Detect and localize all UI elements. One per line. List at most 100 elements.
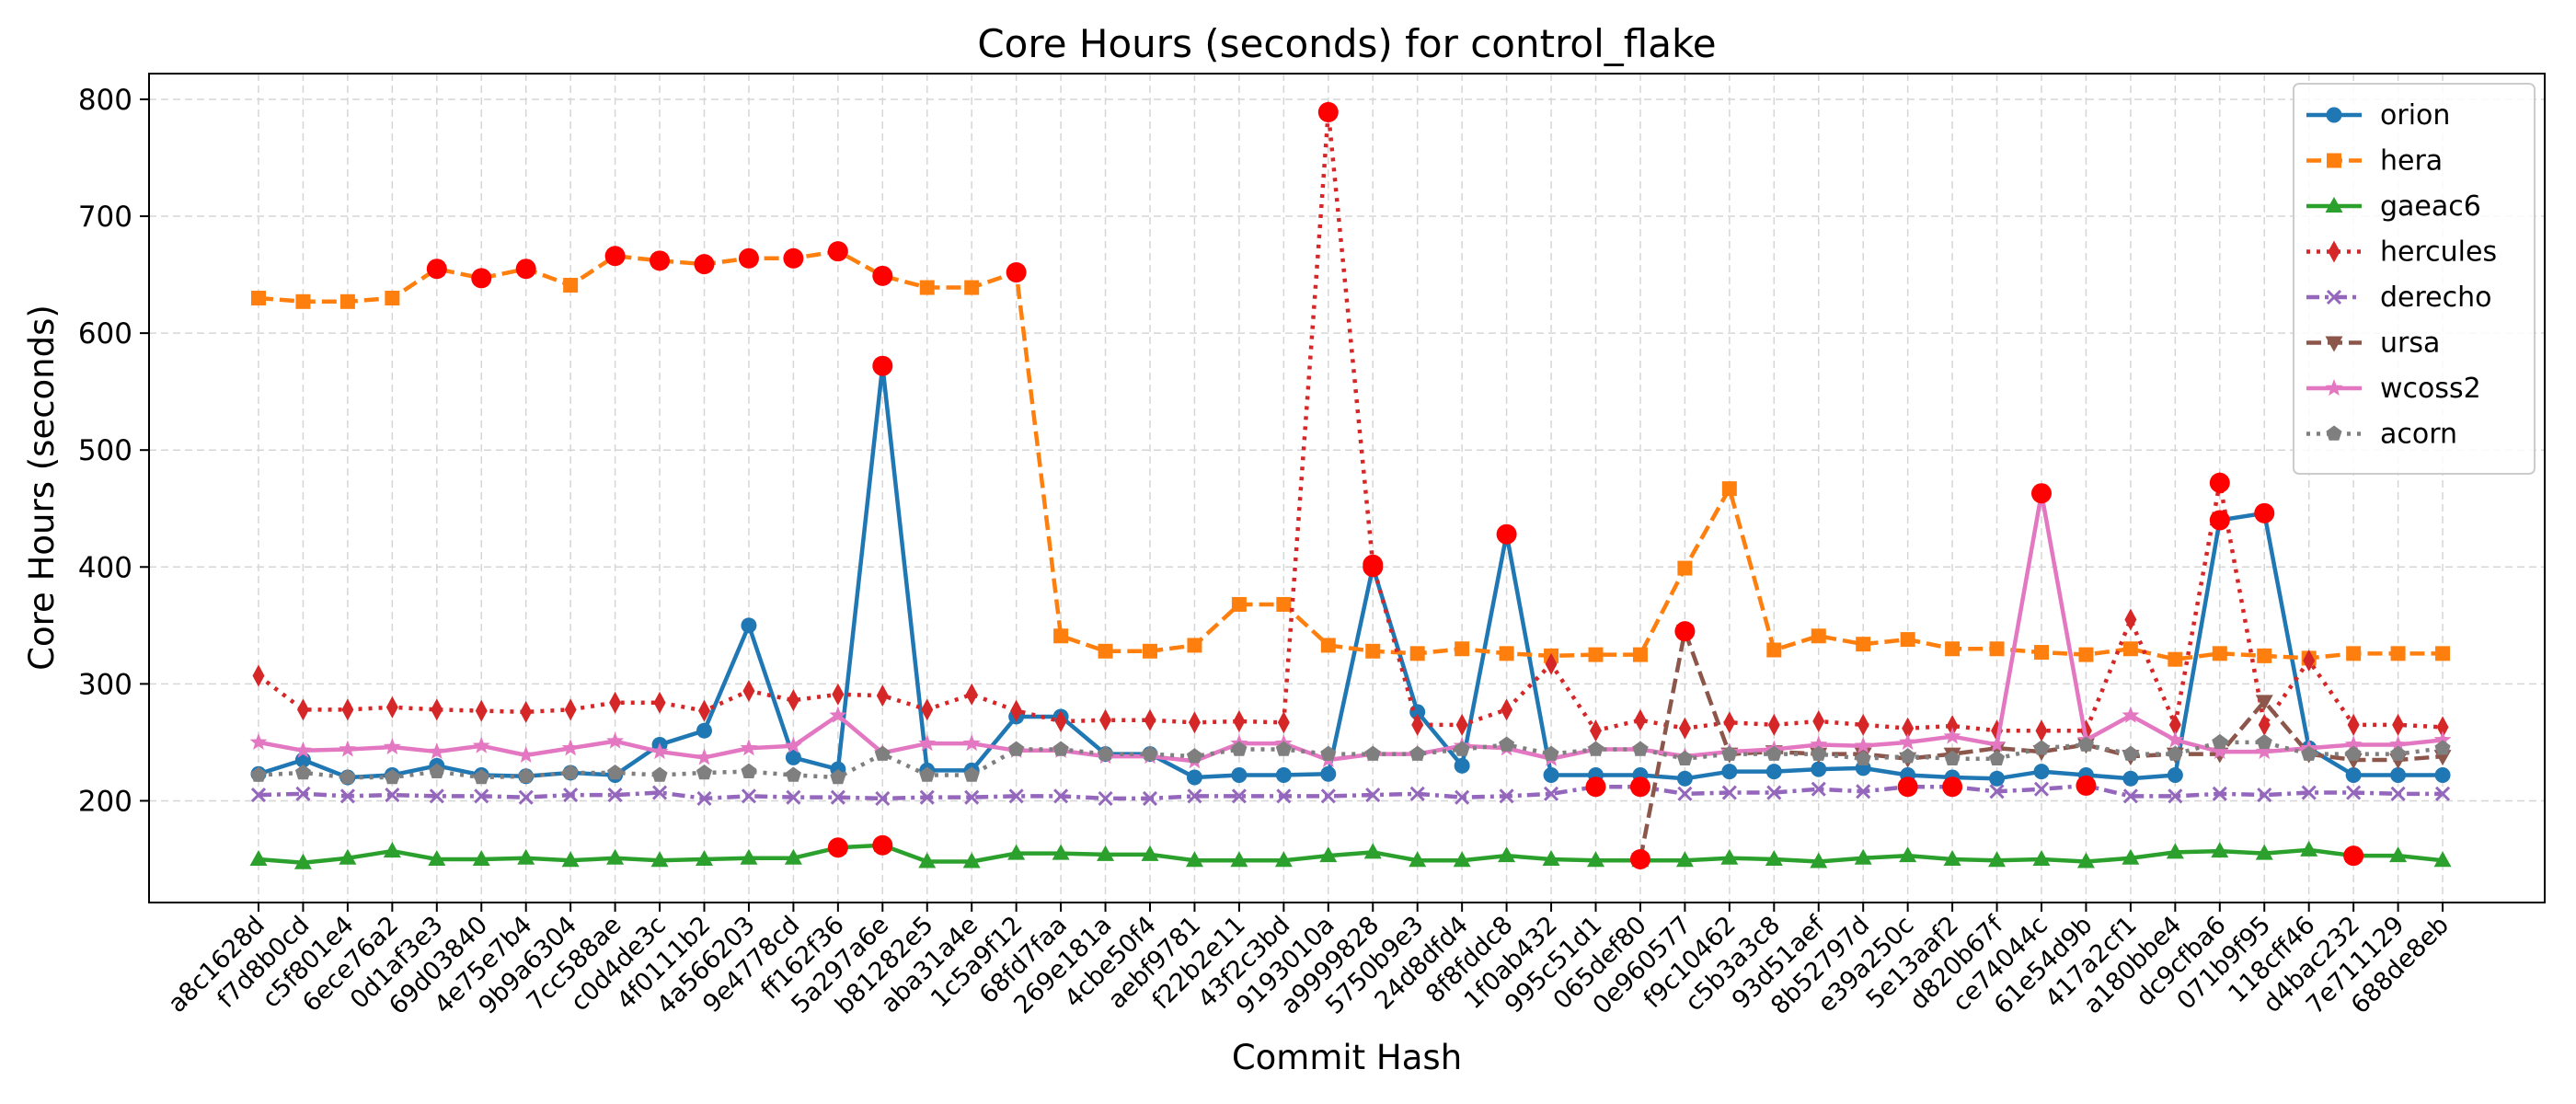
data-point-acorn xyxy=(1855,750,1871,765)
data-point-acorn xyxy=(384,769,400,785)
outlier-point-hera xyxy=(1006,262,1027,283)
outlier-point-hera xyxy=(783,247,804,269)
data-point-hercules xyxy=(2168,713,2181,736)
data-point-derecho xyxy=(919,789,935,805)
legend-item-wcoss2: wcoss2 xyxy=(2306,373,2481,405)
data-point-hera xyxy=(2346,646,2362,661)
data-point-gaeac6 xyxy=(1943,849,1961,866)
y-axis-label: Core Hours (seconds) xyxy=(22,305,62,671)
data-point-orion xyxy=(696,722,712,739)
outlier-point-hera xyxy=(738,247,759,269)
data-point-orion xyxy=(1454,757,1470,774)
data-point-hera xyxy=(1811,628,1826,644)
data-point-acorn xyxy=(1097,745,1114,761)
series-line-acorn xyxy=(258,740,2444,780)
data-point-acorn xyxy=(607,764,624,780)
outlier-markers xyxy=(426,101,2364,869)
data-point-wcoss2 xyxy=(2433,730,2452,748)
data-point-derecho xyxy=(2257,788,2272,803)
data-point-acorn xyxy=(1454,741,1470,756)
data-point-acorn xyxy=(919,766,936,782)
legend-label-derecho: derecho xyxy=(2380,282,2492,314)
data-point-hera xyxy=(1187,638,1202,653)
data-point-orion xyxy=(1989,770,2006,787)
y-tick-label: 300 xyxy=(78,668,132,701)
data-point-hera xyxy=(1856,637,1871,652)
data-point-hercules xyxy=(1678,717,1691,740)
outlier-point-gaeac6 xyxy=(2343,845,2364,867)
data-point-gaeac6 xyxy=(517,848,535,865)
y-axis: 200 300 400 500 600 700 800 xyxy=(78,84,149,818)
data-point-gaeac6 xyxy=(561,851,580,868)
data-point-gaeac6 xyxy=(383,842,401,858)
data-point-gaeac6 xyxy=(1097,845,1115,861)
legend-item-orion: orion xyxy=(2306,99,2450,132)
data-point-derecho xyxy=(295,786,311,801)
legend-marker-acorn xyxy=(2326,425,2342,441)
data-point-wcoss2 xyxy=(2211,742,2229,760)
legend-label-acorn: acorn xyxy=(2380,419,2457,451)
data-point-gaeac6 xyxy=(1185,851,1203,868)
data-point-hera xyxy=(2078,647,2094,662)
data-point-gaeac6 xyxy=(606,848,625,865)
legend-box xyxy=(2293,83,2536,475)
legend-marker-wcoss2 xyxy=(2325,379,2343,397)
data-point-acorn xyxy=(1409,745,1426,761)
data-point-hercules xyxy=(1054,710,1067,733)
data-point-ursa xyxy=(2255,695,2273,711)
data-point-acorn xyxy=(2301,745,2317,761)
data-point-gaeac6 xyxy=(1052,844,1070,860)
outlier-point-hera xyxy=(471,268,492,289)
data-point-acorn xyxy=(785,766,801,782)
legend: orion hera gaeac6 hercules derecho ursa wcoss2… xyxy=(2293,83,2536,475)
data-point-hercules xyxy=(1590,719,1602,742)
data-point-hercules xyxy=(1767,713,1780,736)
legend-marker-ursa xyxy=(2325,336,2343,352)
data-point-orion xyxy=(2122,770,2139,787)
data-point-acorn xyxy=(1811,745,1827,761)
data-point-hera xyxy=(1098,643,1113,659)
data-point-hera xyxy=(1365,643,1381,659)
legend-item-ursa: ursa xyxy=(2306,328,2440,360)
data-point-derecho xyxy=(1543,786,1559,801)
data-point-acorn xyxy=(339,769,356,785)
data-point-gaeac6 xyxy=(1720,848,1739,865)
outlier-point-derecho xyxy=(1942,776,1963,798)
data-point-acorn xyxy=(696,764,713,780)
data-point-orion xyxy=(2434,766,2451,783)
data-point-hera xyxy=(1320,638,1336,653)
data-point-derecho xyxy=(1008,788,1024,804)
data-point-acorn xyxy=(1944,750,1961,765)
data-point-hercules xyxy=(1010,699,1023,722)
data-point-orion xyxy=(1721,764,1738,780)
data-point-derecho xyxy=(563,788,579,803)
data-point-wcoss2 xyxy=(740,739,758,756)
data-point-hercules xyxy=(742,679,755,702)
data-point-acorn xyxy=(2212,733,2228,750)
data-point-acorn xyxy=(1721,745,1738,761)
data-point-acorn xyxy=(963,766,980,782)
outlier-point-hera xyxy=(604,246,626,267)
data-point-derecho xyxy=(2390,786,2406,801)
data-point-hera xyxy=(1766,642,1782,658)
data-point-derecho xyxy=(385,788,400,803)
outlier-point-derecho xyxy=(1629,776,1650,798)
legend-item-acorn: acorn xyxy=(2306,419,2457,451)
legend-marker-orion xyxy=(2326,107,2342,123)
data-point-gaeac6 xyxy=(740,848,758,865)
data-point-hercules xyxy=(832,683,845,706)
data-point-derecho xyxy=(1455,789,1470,805)
data-point-wcoss2 xyxy=(428,742,446,760)
outlier-point-hercules xyxy=(1317,101,1339,122)
data-point-gaeac6 xyxy=(1675,851,1694,868)
data-point-derecho xyxy=(1365,788,1381,803)
data-point-hercules xyxy=(965,683,978,706)
legend-item-hercules: hercules xyxy=(2306,236,2497,269)
data-point-derecho xyxy=(2346,785,2362,800)
data-point-gaeac6 xyxy=(1810,852,1828,868)
data-point-gaeac6 xyxy=(1453,851,1471,868)
data-point-wcoss2 xyxy=(650,742,669,760)
data-point-derecho xyxy=(1766,785,1782,800)
data-point-hera xyxy=(1053,628,1069,644)
data-point-gaeac6 xyxy=(784,848,802,865)
